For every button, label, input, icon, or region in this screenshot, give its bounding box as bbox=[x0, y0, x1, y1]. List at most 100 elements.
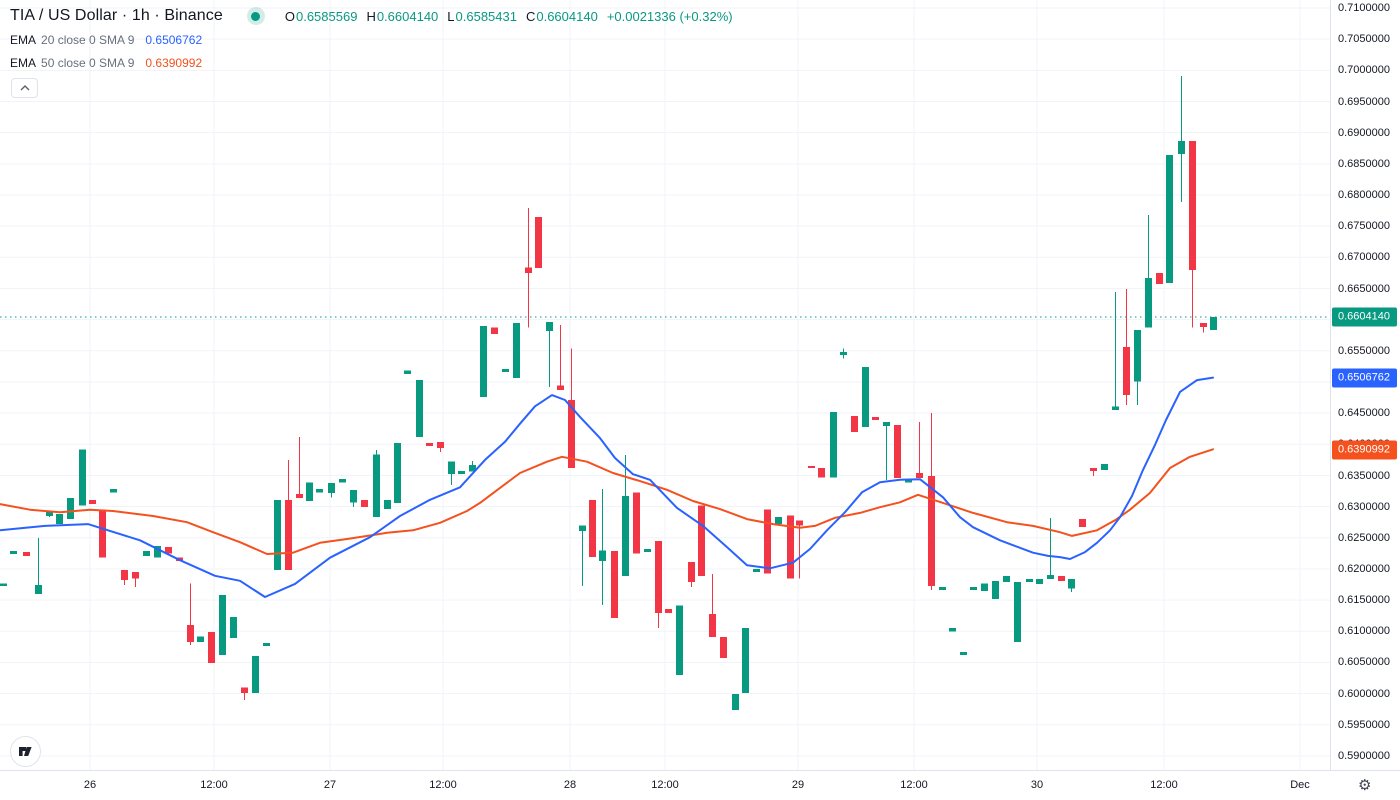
candle[interactable] bbox=[0, 583, 7, 586]
candle[interactable] bbox=[676, 605, 683, 675]
candle[interactable] bbox=[513, 322, 520, 379]
candle[interactable] bbox=[698, 505, 705, 576]
collapse-legend-button[interactable] bbox=[11, 78, 38, 98]
candle[interactable] bbox=[1145, 277, 1152, 328]
candle[interactable] bbox=[1047, 575, 1054, 579]
ema20-line[interactable] bbox=[0, 376, 1214, 598]
candle[interactable] bbox=[535, 216, 542, 268]
candle[interactable] bbox=[79, 449, 86, 506]
candle[interactable] bbox=[905, 479, 912, 483]
candle[interactable] bbox=[241, 687, 248, 693]
candle[interactable] bbox=[732, 694, 739, 710]
market-status-icon[interactable] bbox=[246, 7, 265, 25]
candle[interactable] bbox=[350, 489, 357, 503]
indicator-row-ema50[interactable]: EMA 50 close 0 SMA 9 0.6390992 bbox=[10, 56, 202, 70]
candle[interactable] bbox=[339, 479, 346, 483]
candle[interactable] bbox=[546, 322, 553, 331]
candle[interactable] bbox=[1079, 519, 1086, 528]
candle[interactable] bbox=[502, 368, 509, 372]
candlestick-chart[interactable] bbox=[0, 0, 1330, 770]
candle[interactable] bbox=[416, 380, 423, 437]
candle[interactable] bbox=[165, 547, 172, 554]
candle[interactable] bbox=[1166, 155, 1173, 283]
candle[interactable] bbox=[611, 550, 618, 619]
candle[interactable] bbox=[469, 464, 476, 472]
candle[interactable] bbox=[56, 514, 63, 525]
candle[interactable] bbox=[960, 651, 967, 655]
candle[interactable] bbox=[787, 515, 794, 579]
candle[interactable] bbox=[949, 628, 956, 632]
candle[interactable] bbox=[742, 628, 749, 693]
time-axis[interactable]: ⚙ 26 12:00 27 12:00 28 12:00 29 12:00 30 12:00 Dec bbox=[0, 770, 1400, 800]
candle[interactable] bbox=[1058, 575, 1065, 581]
candle[interactable] bbox=[1189, 140, 1196, 270]
candle[interactable] bbox=[665, 608, 672, 614]
candle[interactable] bbox=[187, 625, 194, 642]
candle[interactable] bbox=[1123, 347, 1130, 396]
candle[interactable] bbox=[1200, 322, 1207, 328]
candle[interactable] bbox=[992, 580, 999, 599]
candle[interactable] bbox=[753, 568, 760, 573]
candle[interactable] bbox=[599, 550, 606, 561]
candle[interactable] bbox=[883, 421, 890, 427]
settings-gear-icon[interactable]: ⚙ bbox=[1358, 776, 1372, 794]
candle[interactable] bbox=[1134, 330, 1141, 382]
candle[interactable] bbox=[830, 411, 837, 478]
candle[interactable] bbox=[775, 517, 782, 525]
indicator-row-ema20[interactable]: EMA 20 close 0 SMA 9 0.6506762 bbox=[10, 33, 202, 47]
candle[interactable] bbox=[23, 552, 30, 556]
candle[interactable] bbox=[644, 549, 651, 553]
candle[interactable] bbox=[808, 466, 815, 468]
candle[interactable] bbox=[1090, 467, 1097, 472]
candle[interactable] bbox=[143, 550, 150, 556]
candle[interactable] bbox=[263, 643, 270, 647]
candle[interactable] bbox=[10, 550, 17, 554]
candle[interactable] bbox=[252, 656, 259, 693]
candle[interactable] bbox=[589, 499, 596, 558]
candle[interactable] bbox=[557, 385, 564, 391]
candle[interactable] bbox=[361, 499, 368, 508]
candle[interactable] bbox=[219, 595, 226, 655]
candle[interactable] bbox=[230, 616, 237, 639]
candle[interactable] bbox=[818, 467, 825, 478]
candle[interactable] bbox=[154, 545, 161, 558]
candle[interactable] bbox=[384, 499, 391, 510]
candle[interactable] bbox=[404, 370, 411, 374]
candle[interactable] bbox=[1210, 317, 1217, 331]
candle[interactable] bbox=[306, 482, 313, 502]
candle[interactable] bbox=[316, 489, 323, 493]
candle[interactable] bbox=[437, 441, 444, 449]
candle[interactable] bbox=[928, 476, 935, 586]
ema50-line[interactable] bbox=[0, 448, 1214, 555]
candle[interactable] bbox=[491, 327, 498, 334]
candle[interactable] bbox=[458, 471, 465, 475]
candle[interactable] bbox=[981, 583, 988, 591]
candle[interactable] bbox=[121, 570, 128, 581]
candle[interactable] bbox=[99, 509, 106, 558]
candle[interactable] bbox=[1101, 464, 1108, 470]
candle[interactable] bbox=[525, 267, 532, 273]
candle[interactable] bbox=[688, 562, 695, 583]
candle[interactable] bbox=[1036, 578, 1043, 584]
candle[interactable] bbox=[296, 494, 303, 498]
candle[interactable] bbox=[970, 587, 977, 591]
candle[interactable] bbox=[132, 572, 139, 579]
candle[interactable] bbox=[208, 631, 215, 664]
candle[interactable] bbox=[197, 636, 204, 642]
candle[interactable] bbox=[89, 499, 96, 505]
candle[interactable] bbox=[622, 496, 629, 576]
candle[interactable] bbox=[274, 499, 281, 571]
candle[interactable] bbox=[655, 540, 662, 614]
candle[interactable] bbox=[1178, 140, 1185, 154]
candle[interactable] bbox=[796, 520, 803, 526]
candle[interactable] bbox=[872, 416, 879, 420]
candle[interactable] bbox=[862, 367, 869, 427]
candle[interactable] bbox=[480, 325, 487, 397]
tradingview-logo[interactable] bbox=[10, 736, 41, 767]
candle[interactable] bbox=[426, 443, 433, 447]
candle[interactable] bbox=[110, 489, 117, 493]
candle[interactable] bbox=[1156, 272, 1163, 285]
candle[interactable] bbox=[373, 454, 380, 518]
candle[interactable] bbox=[1003, 575, 1010, 583]
candle[interactable] bbox=[1068, 578, 1075, 589]
